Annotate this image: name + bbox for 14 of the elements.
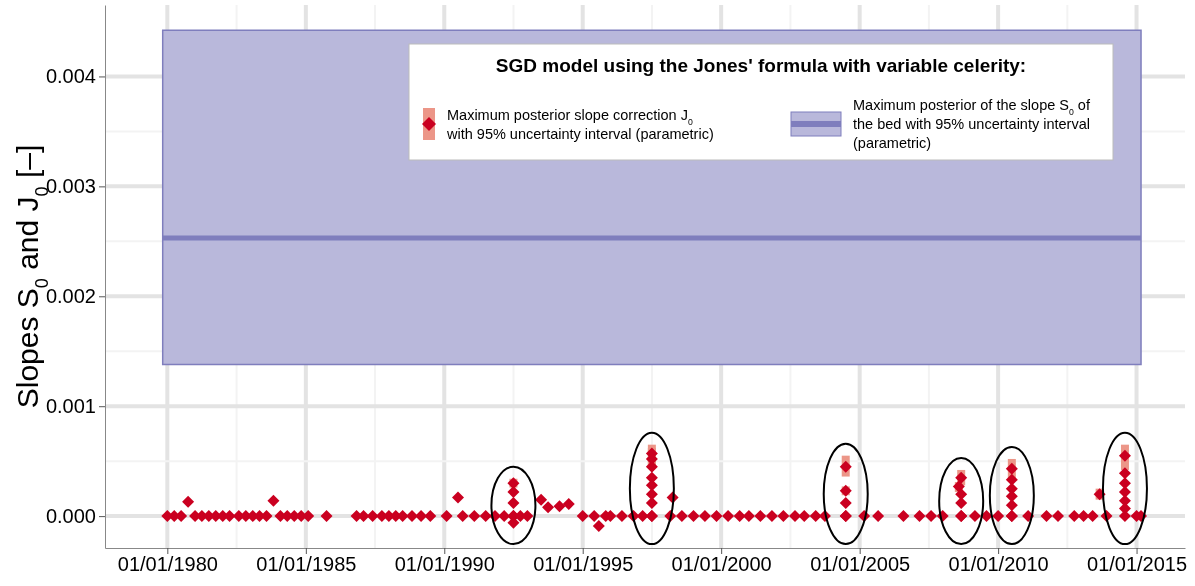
legend-label: Maximum posterior of the slope S$_{0}$ of the bed with 95% uncertainty interval (parametric) (853, 97, 1091, 151)
x-tick-label: 01/01/2005 (810, 553, 911, 576)
x-tick-label: 01/01/2010 (948, 553, 1049, 576)
y-tick-label: 0.000 (45, 505, 96, 528)
legend-title: SGD model using the Jones' formula with variable celerity: (495, 55, 1027, 76)
legend-label: Maximum posterior slope correction J$_{0}$ with 95% uncertainty interval (parametric) (446, 106, 714, 142)
x-tick-label: 01/01/1995 (533, 553, 634, 576)
x-tick-label: 01/01/2000 (671, 553, 772, 576)
x-tick-label: 01/01/2015 (1087, 553, 1188, 576)
x-tick-label: 01/01/1990 (394, 553, 495, 576)
y-tick-label: 0.001 (45, 395, 96, 418)
x-tick-label: 01/01/1985 (256, 553, 357, 576)
y-tick-label: 0.004 (45, 65, 96, 88)
x-tick-label: 01/01/1980 (117, 553, 218, 576)
